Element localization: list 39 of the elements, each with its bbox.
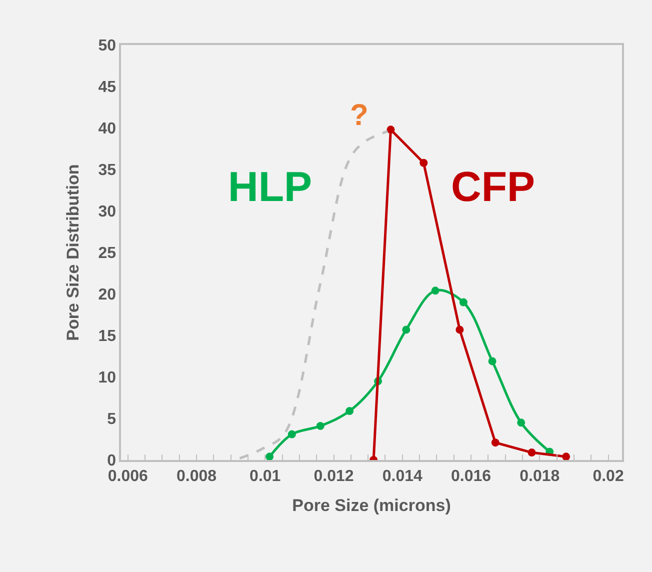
- y-tick-label: 0: [107, 452, 116, 470]
- point: [346, 407, 354, 416]
- x-tick-label: 0.016: [450, 468, 492, 485]
- point: [288, 430, 296, 438]
- point: [517, 418, 526, 427]
- point: [386, 126, 395, 134]
- y-tick-label: 40: [98, 120, 116, 138]
- y-tick-label: 45: [98, 79, 116, 96]
- y-tick-label: 35: [98, 162, 116, 180]
- point: [456, 326, 464, 334]
- y-tick-label: 15: [98, 328, 116, 346]
- annotation: ?: [350, 99, 368, 132]
- x-tick-label: 0.008: [176, 468, 217, 485]
- text: HLP: [228, 163, 312, 210]
- y-tick-label: 25: [98, 245, 116, 262]
- x-axis-title: Pore Size (microns): [292, 496, 451, 515]
- series-label: CFP: [451, 163, 535, 210]
- point: [266, 452, 274, 460]
- point: [431, 286, 440, 295]
- y-tick-label: 30: [98, 204, 116, 221]
- x-tick-label: 0.014: [382, 468, 422, 485]
- y-tick-label: 10: [98, 370, 116, 387]
- point: [420, 158, 428, 167]
- y-tick-label: 5: [107, 411, 116, 428]
- x-tick-label: 0.01: [250, 468, 281, 485]
- x-tick-label: 0.018: [520, 468, 560, 485]
- y-axis-title: Pore Size Distribution: [63, 164, 82, 341]
- point: [316, 422, 324, 430]
- point: [402, 326, 410, 334]
- point: [528, 448, 536, 457]
- x-tick-label: 0.012: [314, 468, 354, 485]
- y-tick-label: 20: [98, 286, 116, 304]
- x-tick-label: 0.006: [108, 468, 148, 485]
- point: [488, 357, 496, 366]
- x-tick-label: 0.02: [592, 468, 624, 485]
- point: [491, 438, 500, 447]
- point: [562, 452, 570, 460]
- point: [459, 298, 468, 306]
- y-tick-label: 50: [98, 38, 116, 55]
